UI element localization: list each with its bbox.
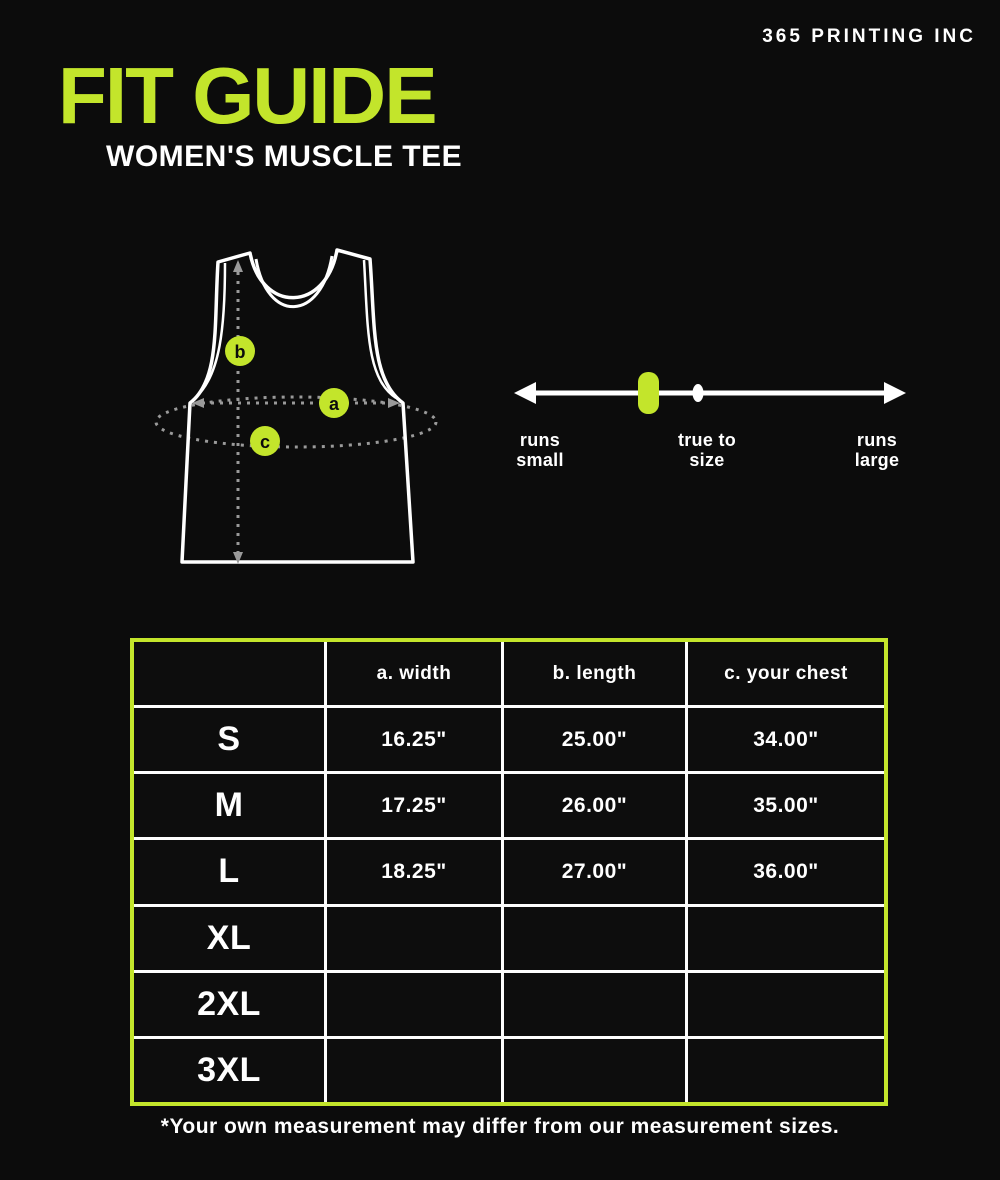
size-label-3xl: 3XL: [134, 1038, 324, 1102]
size-label-2xl: 2XL: [134, 972, 324, 1036]
size-label-s: S: [134, 708, 324, 772]
value-s-width: 16.25": [327, 708, 501, 772]
value-l-length: 27.00": [504, 840, 685, 904]
table-header-chest: c. your chest: [688, 642, 884, 706]
size-label-l: L: [134, 840, 324, 904]
value-m-length: 26.00": [504, 774, 685, 838]
page-subtitle: WOMEN'S MUSCLE TEE: [106, 140, 463, 173]
value-s-length: 25.00": [504, 708, 685, 772]
value-3xl-length: [504, 1038, 685, 1102]
length-arrow-bottom: [233, 552, 243, 564]
scale-label-runs-large: runs large: [854, 430, 900, 470]
scale-label-runs-small: runs small: [516, 430, 564, 470]
value-l-chest: 36.00": [688, 840, 884, 904]
scale-arrow-right: [884, 382, 906, 404]
value-3xl-chest: [688, 1038, 884, 1102]
chest-ellipse-dotted: [154, 395, 438, 449]
marker-a-label: a: [329, 394, 340, 414]
value-xl-width: [327, 906, 501, 970]
value-2xl-length: [504, 972, 685, 1036]
table-header-empty: [134, 642, 324, 706]
scale-indicator: [638, 372, 659, 414]
scale-center-tick: [692, 384, 704, 402]
measurement-disclaimer: *Your own measurement may differ from ou…: [160, 1115, 840, 1138]
width-arrow-left: [192, 398, 204, 408]
value-m-width: 17.25": [327, 774, 501, 838]
size-table: a. width b. length c. your chest S 16.25…: [130, 638, 888, 1106]
value-xl-length: [504, 906, 685, 970]
value-3xl-width: [327, 1038, 501, 1102]
length-arrow-top: [233, 260, 243, 272]
brand-name: 365 PRINTING INC: [762, 26, 976, 47]
muscle-tee-diagram: b a c: [154, 248, 438, 564]
tank-neckline-inner: [254, 255, 334, 309]
width-arrow-right: [388, 398, 400, 408]
scale-arrow-left: [514, 382, 536, 404]
size-label-xl: XL: [134, 906, 324, 970]
value-xl-chest: [688, 906, 884, 970]
value-m-chest: 35.00": [688, 774, 884, 838]
marker-c: c: [250, 426, 280, 456]
value-s-chest: 34.00": [688, 708, 884, 772]
table-header-width: a. width: [327, 642, 501, 706]
fit-scale: [514, 372, 906, 414]
table-header-length: b. length: [504, 642, 685, 706]
tank-outline: [180, 248, 415, 564]
value-l-width: 18.25": [327, 840, 501, 904]
page-title: FIT GUIDE: [58, 51, 438, 140]
value-2xl-width: [327, 972, 501, 1036]
marker-b-label: b: [235, 342, 246, 362]
marker-a: a: [319, 388, 349, 418]
marker-c-label: c: [260, 432, 270, 452]
scale-label-true-to-size: true to size: [677, 430, 737, 470]
marker-b: b: [225, 336, 255, 366]
tank-armhole-left-inner: [195, 262, 227, 398]
size-label-m: M: [134, 774, 324, 838]
tank-armhole-right-inner: [362, 259, 397, 400]
value-2xl-chest: [688, 972, 884, 1036]
